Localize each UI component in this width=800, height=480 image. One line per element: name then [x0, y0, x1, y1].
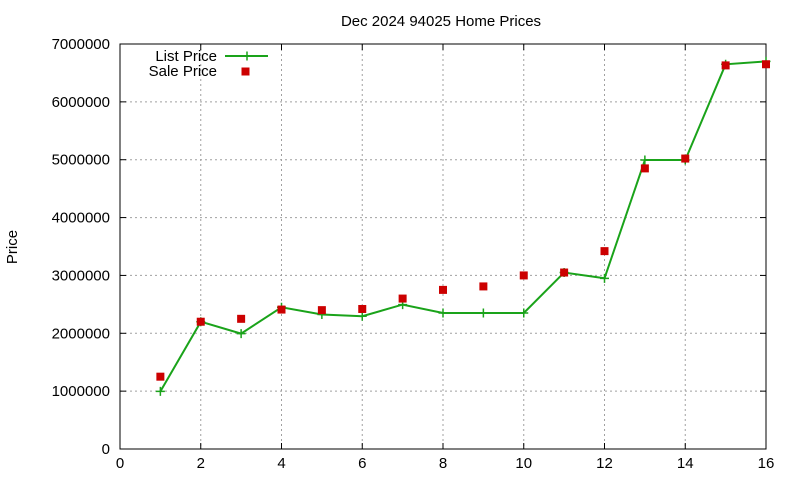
legend-label-sale-price: Sale Price — [149, 63, 217, 80]
point-sale-price — [439, 285, 447, 294]
grid-lines — [120, 44, 766, 449]
x-tick-label: 16 — [758, 455, 775, 472]
point-sale-price — [600, 247, 609, 256]
y-tick-label: 4000000 — [52, 210, 110, 227]
series-layer — [155, 56, 771, 396]
x-tick-label: 4 — [277, 455, 285, 472]
series-line-list-price — [159, 60, 767, 392]
legend: List Price Sale Price — [149, 48, 268, 80]
point-sale-price — [762, 60, 770, 69]
axes: 0 2 4 6 8 10 12 14 16 0 1000000 2000000 3000000 40000… — [52, 36, 775, 472]
point-sale-price — [277, 305, 286, 314]
legend-cross-list-price — [242, 51, 252, 61]
point-sale-price — [156, 372, 165, 381]
point-sale-price — [640, 164, 649, 173]
y-tick-label: 6000000 — [52, 94, 110, 111]
point-list-price — [236, 329, 246, 339]
x-tick-label: 8 — [439, 455, 447, 472]
x-tick-label: 10 — [515, 455, 532, 472]
y-tick-label: 1000000 — [52, 383, 110, 400]
legend-label-list-price: List Price — [155, 48, 217, 65]
point-sale-price — [196, 317, 205, 326]
point-list-price — [357, 311, 367, 321]
x-tick-label: 14 — [677, 455, 694, 472]
point-list-price — [478, 308, 488, 318]
y-tick-label: 5000000 — [52, 152, 110, 169]
x-tick-label: 2 — [197, 455, 205, 472]
x-tick-label: 6 — [358, 455, 366, 472]
legend-marker-sale-price — [241, 67, 250, 76]
point-sale-price — [358, 304, 367, 313]
point-sale-price — [519, 271, 528, 280]
point-list-price — [600, 273, 609, 283]
point-list-price — [640, 155, 650, 165]
point-list-price — [155, 386, 165, 396]
chart-title: Dec 2024 94025 Home Prices — [341, 13, 541, 30]
x-tick-label: 12 — [596, 455, 613, 472]
point-list-price — [519, 308, 529, 318]
point-sale-price — [560, 268, 569, 277]
point-list-price — [438, 308, 448, 318]
point-sale-price — [398, 294, 407, 303]
point-sale-price — [237, 314, 246, 323]
point-sale-price — [721, 61, 730, 70]
x-tick-label: 0 — [116, 455, 124, 472]
y-axis-label: Price — [4, 230, 21, 264]
y-tick-label: 2000000 — [52, 325, 110, 342]
y-tick-label: 7000000 — [52, 36, 110, 53]
y-tick-label: 0 — [102, 441, 110, 458]
point-sale-price — [317, 306, 326, 315]
point-sale-price — [479, 282, 488, 291]
y-tick-label: 3000000 — [52, 267, 110, 284]
point-sale-price — [681, 154, 690, 163]
